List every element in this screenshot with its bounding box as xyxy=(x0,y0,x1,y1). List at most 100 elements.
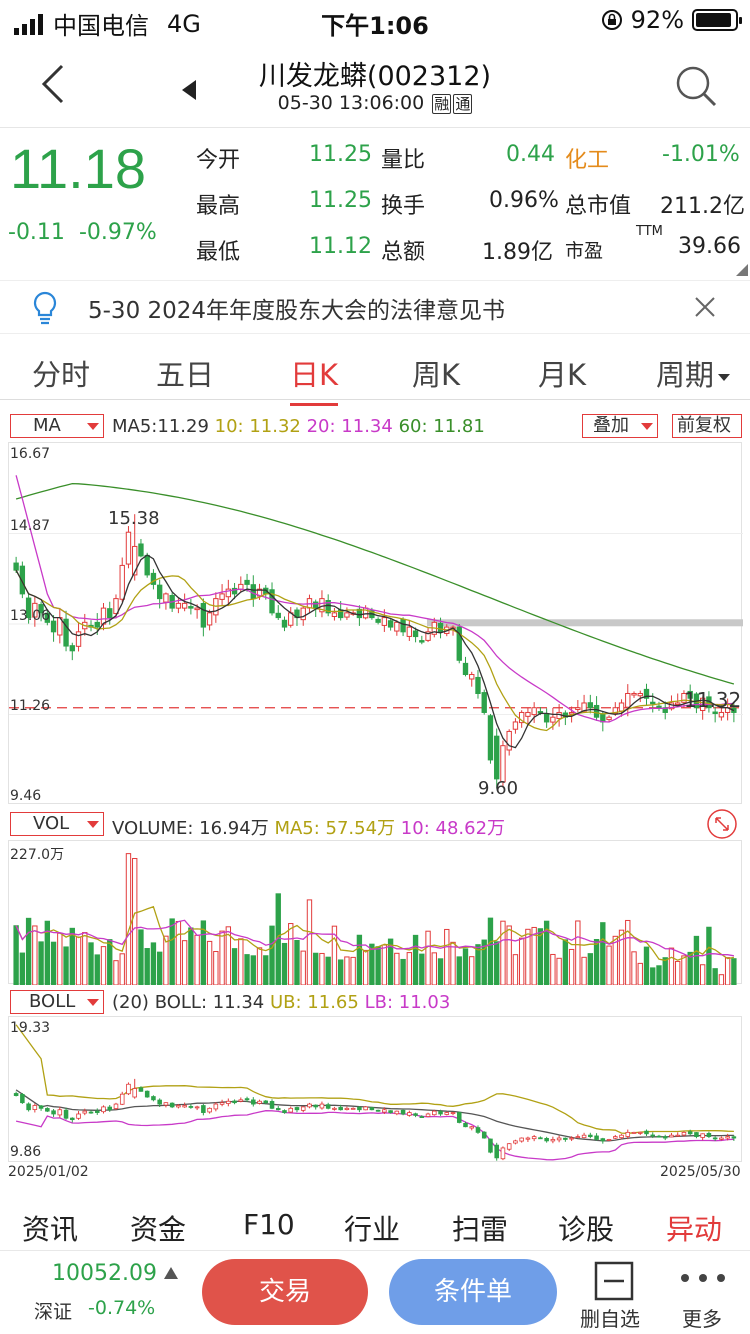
volume-bar xyxy=(699,964,706,986)
expand-corner-icon[interactable] xyxy=(736,264,748,276)
candle xyxy=(387,620,394,628)
remove-watchlist-icon[interactable] xyxy=(594,1261,634,1301)
boll-candle xyxy=(694,1132,699,1138)
pe-label: 市盈 xyxy=(565,240,604,262)
boll-candle xyxy=(151,1096,156,1101)
sector-link[interactable]: 化工 xyxy=(565,148,610,173)
condition-order-button[interactable]: 条件单 xyxy=(389,1259,557,1325)
tab-abnormal[interactable]: 异动 xyxy=(666,1213,723,1246)
volume-bar xyxy=(600,922,606,986)
boll-candle xyxy=(488,1138,493,1153)
boll-candle xyxy=(438,1111,443,1115)
pe-value: 39.66 xyxy=(678,234,741,259)
volume-chart[interactable] xyxy=(8,840,742,986)
boll-candle xyxy=(313,1104,318,1108)
volume-bar xyxy=(537,928,544,986)
volume-bar xyxy=(362,949,369,986)
tab-monthly-k[interactable]: 月K xyxy=(538,358,587,392)
candle xyxy=(194,607,200,611)
kline-chart[interactable] xyxy=(8,442,743,804)
caret-down-icon xyxy=(718,374,731,381)
candle xyxy=(13,562,19,571)
candle xyxy=(375,618,381,623)
volume-bar xyxy=(113,960,119,986)
volume-bar xyxy=(57,932,63,986)
boll-candle xyxy=(506,1143,512,1150)
boll-candle xyxy=(637,1131,643,1134)
tab-f10[interactable]: F10 xyxy=(243,1208,295,1241)
high-value: 11.25 xyxy=(309,188,372,213)
nav-bar: 川发龙蟒(002312) 05-30 13:06:00 融通 xyxy=(0,44,750,128)
boll-params: (20) xyxy=(112,992,149,1013)
network-type: 4G xyxy=(167,9,201,38)
volume-bar xyxy=(462,948,469,986)
boll-candle xyxy=(625,1131,631,1137)
boll-candle xyxy=(207,1107,212,1113)
candle xyxy=(675,702,681,705)
candle xyxy=(518,711,525,724)
candle xyxy=(475,676,481,694)
candle xyxy=(400,618,406,633)
period-tabs: 分时 五日 日K 周K 月K 周期 xyxy=(0,340,750,406)
tab-risk-scan[interactable]: 扫雷 xyxy=(452,1213,509,1246)
volume-bar xyxy=(19,952,26,986)
volume-bar xyxy=(550,953,556,986)
volume-bar xyxy=(581,956,587,986)
notice-bar[interactable]: 5-30 2024年年度股东大会的法律意见书 xyxy=(0,280,750,334)
more-icon[interactable] xyxy=(680,1273,726,1283)
tab-capital[interactable]: 资金 xyxy=(130,1213,187,1246)
volume-bar xyxy=(150,942,157,986)
volume-bar xyxy=(693,935,700,986)
candle xyxy=(525,711,531,717)
tab-daily-k[interactable]: 日K xyxy=(290,352,339,406)
boll-chart[interactable] xyxy=(8,1016,742,1162)
tab-five-day[interactable]: 五日 xyxy=(156,358,215,392)
boll-candle xyxy=(538,1137,543,1140)
volume-bar xyxy=(712,968,718,986)
close-icon[interactable] xyxy=(694,296,716,318)
market-cap-value: 211.2亿 xyxy=(660,194,745,219)
boll-candle xyxy=(344,1107,350,1110)
boll-axis-top: 19.33 xyxy=(10,1020,51,1036)
vol-selector[interactable]: VOL xyxy=(10,812,104,836)
candle xyxy=(437,622,444,633)
back-icon[interactable] xyxy=(38,62,68,106)
volume-bar xyxy=(562,939,569,986)
ma-selector[interactable]: MA xyxy=(10,414,104,438)
vol-ma10-line xyxy=(15,919,735,958)
volume-bar xyxy=(618,929,625,986)
axis-top-label: 16.67 xyxy=(10,446,51,462)
tab-weekly-k[interactable]: 周K xyxy=(412,358,461,392)
volume-bar xyxy=(444,928,450,986)
prev-stock-icon[interactable] xyxy=(182,80,198,100)
tab-news[interactable]: 资讯 xyxy=(22,1213,79,1246)
candle xyxy=(325,599,331,614)
adjust-button[interactable]: 前复权 xyxy=(672,414,742,438)
volume-bar xyxy=(288,923,294,986)
tab-diagnosis[interactable]: 诊股 xyxy=(558,1213,615,1246)
overlay-selector[interactable]: 叠加 xyxy=(582,414,658,438)
boll-selector[interactable]: BOLL xyxy=(10,990,104,1014)
volume-bar xyxy=(125,853,132,986)
search-icon[interactable] xyxy=(674,64,718,108)
volume-bar xyxy=(75,936,82,986)
tab-industry[interactable]: 行业 xyxy=(344,1213,401,1246)
volume-bar xyxy=(337,959,344,986)
boll-candle xyxy=(375,1109,381,1112)
volume-bar xyxy=(531,926,537,986)
notice-text[interactable]: 5-30 2024年年度股东大会的法律意见书 xyxy=(88,298,506,324)
volume-value: VOLUME: 16.94万 xyxy=(112,818,269,839)
candle xyxy=(300,607,306,621)
boll-candle xyxy=(388,1110,393,1113)
more-label[interactable]: 更多 xyxy=(682,1307,722,1331)
last-price: 11.18 xyxy=(10,137,146,200)
index-value[interactable]: 10052.09 xyxy=(52,1261,157,1286)
remove-watchlist-label[interactable]: 删自选 xyxy=(580,1307,640,1331)
trade-button[interactable]: 交易 xyxy=(202,1259,368,1325)
boll-candle xyxy=(244,1098,250,1101)
fullscreen-icon[interactable] xyxy=(706,808,738,840)
tab-intraday[interactable]: 分时 xyxy=(32,358,91,392)
volume-bar xyxy=(425,930,431,986)
ma10-line xyxy=(15,569,734,732)
tab-period[interactable]: 周期 xyxy=(656,352,731,394)
